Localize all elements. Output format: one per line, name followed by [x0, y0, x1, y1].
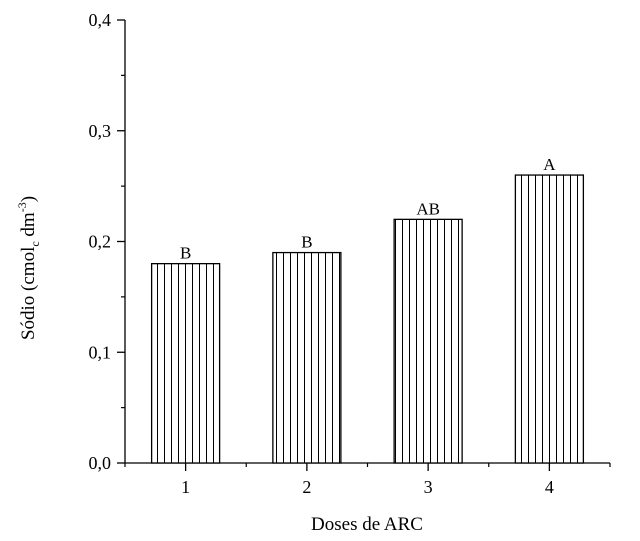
y-tick-label: 0,4	[89, 10, 112, 30]
x-tick-label: 3	[424, 477, 433, 497]
bar-letter-label: A	[543, 155, 556, 174]
bar	[393, 218, 463, 464]
y-axis-title: Sódio (cmolc dm-3)	[15, 196, 42, 340]
x-tick-label: 2	[302, 477, 311, 497]
y-tick-label: 0,3	[89, 121, 112, 141]
bar	[272, 251, 342, 464]
x-tick-label: 1	[181, 477, 190, 497]
bar-letter-label: AB	[416, 199, 440, 218]
y-axis-title-main: Sódio (cmol	[18, 247, 39, 340]
y-tick-label: 0,2	[89, 232, 112, 252]
y-tick-label: 0,1	[89, 342, 112, 362]
x-ticks: 1 2 3 4	[124, 463, 611, 497]
bar-letter-label: B	[301, 233, 312, 252]
bar	[150, 262, 221, 464]
x-axis-title: Doses de ARC	[311, 514, 423, 535]
x-tick-label: 4	[545, 477, 554, 497]
y-ticks: 0,0 0,1 0,2 0,3 0,4	[89, 10, 125, 473]
y-axis-title-subscript: c	[28, 241, 42, 246]
y-axis-title-superscript: -3	[15, 202, 29, 212]
bar-labels: B B AB A	[180, 155, 556, 263]
bar	[514, 174, 585, 464]
bar-letter-label: B	[180, 244, 191, 263]
y-axis-title-close: )	[18, 196, 39, 202]
bars	[150, 174, 585, 464]
y-tick-label: 0,0	[89, 453, 112, 473]
y-axis-title-unit: dm	[18, 212, 39, 241]
